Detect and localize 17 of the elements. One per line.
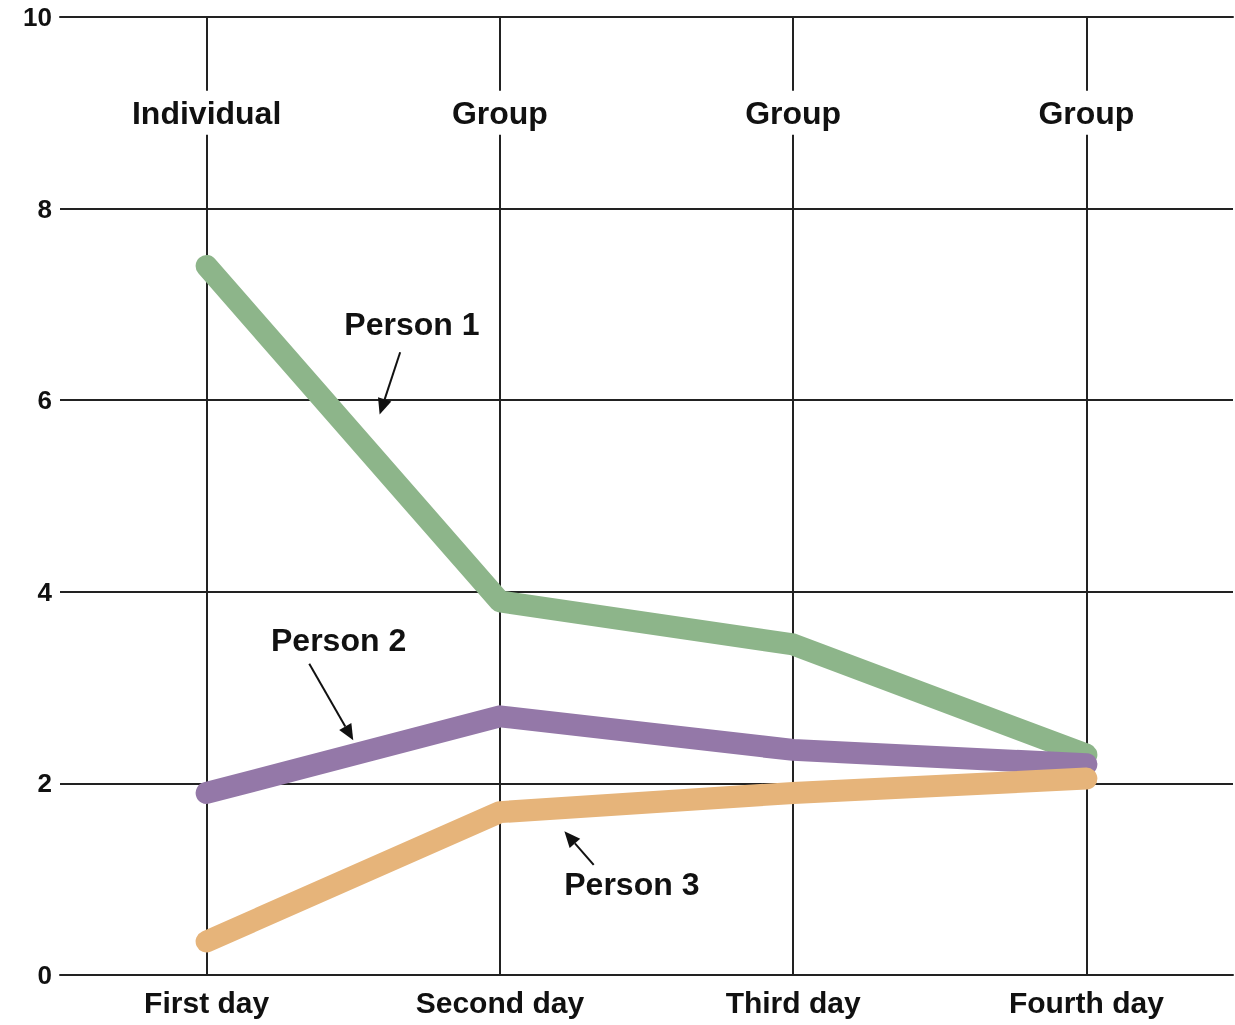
annotation: Group	[1038, 94, 1135, 131]
x-tick-label: Second day	[415, 985, 585, 1019]
text: Person 2	[271, 621, 407, 658]
y-tick-label: 10	[23, 2, 52, 32]
annotation: Group	[451, 94, 548, 131]
y-tick-label: 2	[37, 768, 52, 799]
series-label: Person 3	[564, 865, 700, 902]
y-tick-label: 8	[37, 193, 52, 224]
series-label: Person 1	[344, 305, 480, 342]
x-tick-label: Third day	[725, 985, 861, 1019]
x-tick-label: First day	[144, 985, 270, 1019]
y-tick-label: 0	[37, 960, 52, 990]
annotation: Group	[745, 94, 842, 131]
y-tick-label: 4	[37, 576, 53, 607]
x-tick-label: Fourth day	[1008, 985, 1165, 1019]
annotation: Individual	[131, 94, 282, 131]
y-tick-label: 6	[37, 385, 52, 416]
